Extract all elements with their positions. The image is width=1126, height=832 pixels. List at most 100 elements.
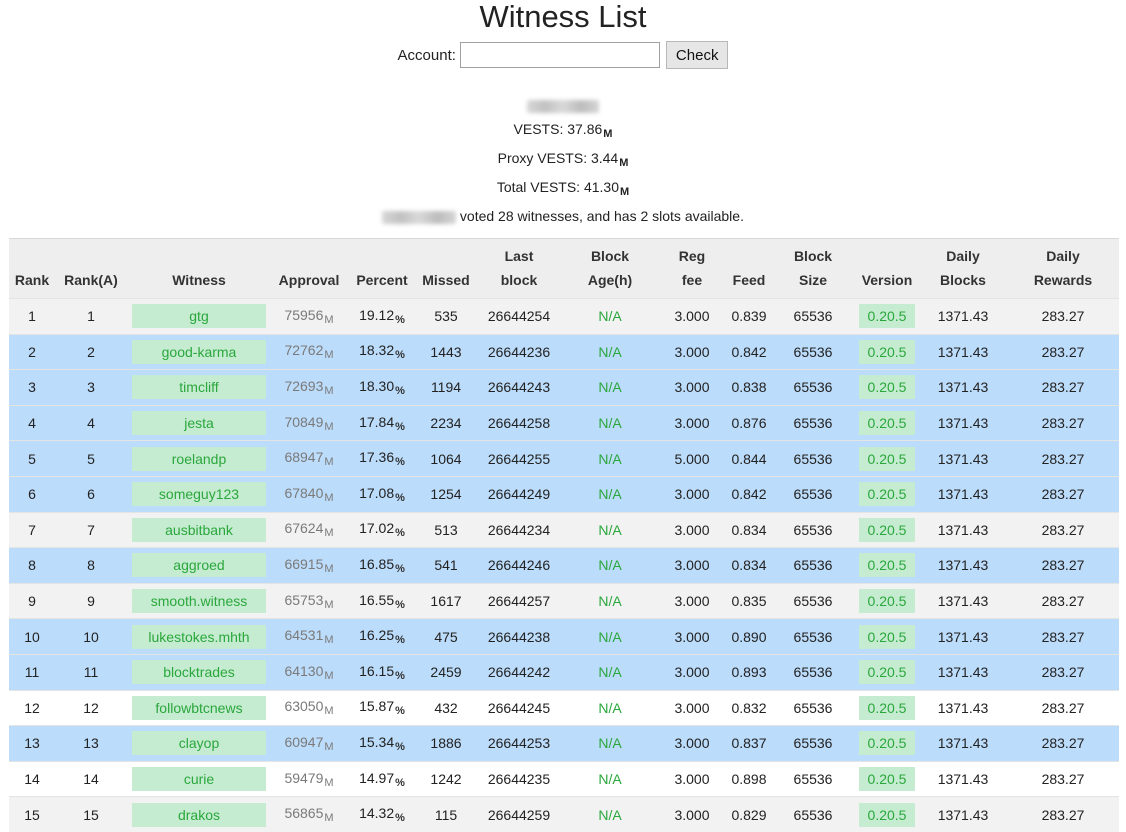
last-block-cell: 26644238 [475,618,563,655]
rank-a-cell: 1 [55,298,127,335]
witness-link[interactable]: smooth.witness [132,589,266,614]
witness-link[interactable]: lukestokes.mhth [132,624,266,649]
table-row: 13 13 clayop 60947M 15.34% 1886 26644253 N/A 3.0… [9,725,1119,762]
block-size-cell: 65536 [771,725,855,762]
block-size-cell: 65536 [771,760,855,797]
total-vests-unit: M [620,186,630,198]
reg-fee-cell: 3.000 [657,547,727,584]
approval-value: 66915 [284,555,324,572]
header-daily-blocks-line2: Blocks [940,272,986,288]
last-block-cell: 26644234 [475,511,563,548]
approval-unit: M [324,776,334,789]
block-age-cell: N/A [563,440,657,477]
check-button[interactable]: Check [665,41,729,69]
rank-cell: 1 [9,298,55,335]
missed-cell: 513 [417,511,475,548]
witness-link[interactable]: curie [132,767,266,792]
percent-cell: 19.12% [347,298,417,335]
feed-cell: 0.829 [727,796,771,832]
proxy-vests-value: Proxy VESTS: 3.44 [497,150,619,166]
rank-a-cell: 10 [55,618,127,655]
witness-cell: aggroed [127,547,271,584]
daily-rewards-cell: 283.27 [1007,547,1119,584]
block-age-cell: N/A [563,725,657,762]
block-size-cell: 65536 [771,404,855,441]
table-row: 15 15 drakos 56865M 14.32% 115 26644259 N/A 3.00… [9,796,1119,832]
table-row: 12 12 followbtcnews 63050M 15.87% 432 26644245… [9,689,1119,726]
block-size-cell: 65536 [771,618,855,655]
feed-cell: 0.842 [727,475,771,513]
percent-value: 16.85 [359,555,395,572]
percent-cell: 14.97% [347,760,417,797]
vests-line: VESTS: 37.86M [0,117,1126,146]
approval-unit: M [324,384,334,397]
witness-link[interactable]: roelandp [132,446,266,471]
feed-cell: 0.832 [727,689,771,726]
witness-link[interactable]: blocktrades [132,660,266,685]
percent-value: 18.32 [359,342,395,359]
rank-cell: 15 [9,796,55,832]
approval-unit: M [324,562,334,575]
last-block-cell: 26644249 [475,475,563,513]
witness-link[interactable]: jesta [132,411,266,436]
account-input[interactable] [459,42,660,68]
header-block-size-line1: Block [793,248,833,264]
header-missed: Missed [417,238,475,299]
approval-unit: M [324,313,334,326]
witness-cell: followbtcnews [127,689,271,726]
witness-link[interactable]: aggroed [132,553,266,578]
witness-cell: jesta [127,404,271,441]
rank-cell: 6 [9,475,55,513]
daily-blocks-cell: 1371.43 [919,689,1007,726]
approval-unit: M [324,420,334,433]
witness-link[interactable]: someguy123 [132,482,266,507]
version-badge: 0.20.5 [859,695,915,720]
witness-cell: someguy123 [127,475,271,513]
witness-link[interactable]: timcliff [132,375,266,400]
witness-link[interactable]: good-karma [132,339,266,364]
block-size-cell: 65536 [771,475,855,513]
version-badge: 0.20.5 [859,767,915,792]
header-reg-fee-line2: fee [681,272,703,288]
approval-unit: M [324,705,334,718]
percent-cell: 17.84% [347,404,417,441]
approval-cell: 72693M [271,369,347,406]
version-badge: 0.20.5 [859,553,915,578]
missed-cell: 1254 [417,475,475,513]
witness-cell: smooth.witness [127,582,271,619]
approval-cell: 64130M [271,653,347,691]
header-block-size-line2: Size [798,272,827,288]
version-badge: 0.20.5 [859,446,915,471]
version-cell: 0.20.5 [855,582,919,619]
header-block-size: Block Size [771,238,855,299]
missed-cell: 1886 [417,725,475,762]
rank-cell: 2 [9,333,55,370]
reg-fee-cell: 3.000 [657,689,727,726]
witness-link[interactable]: drakos [132,802,266,827]
percent-unit: % [395,491,405,504]
table-row: 1 1 gtg 75956M 19.12% 535 26644254 N/A 3.000 0.83… [9,298,1119,335]
block-size-cell: 65536 [771,298,855,335]
reg-fee-cell: 3.000 [657,760,727,797]
block-age-cell: N/A [563,511,657,548]
rank-a-cell: 14 [55,760,127,797]
witness-cell: curie [127,760,271,797]
missed-cell: 1194 [417,369,475,406]
rank-a-cell: 4 [55,404,127,441]
percent-cell: 16.25% [347,618,417,655]
approval-value: 64130 [284,662,324,679]
witness-link[interactable]: clayop [132,731,266,756]
daily-rewards-cell: 283.27 [1007,369,1119,406]
reg-fee-cell: 3.000 [657,725,727,762]
daily-blocks-cell: 1371.43 [919,796,1007,832]
daily-rewards-cell: 283.27 [1007,689,1119,726]
witness-link[interactable]: gtg [132,304,266,329]
witness-link[interactable]: followbtcnews [132,695,266,720]
percent-unit: % [395,420,405,433]
witness-link[interactable]: ausbitbank [132,517,266,542]
percent-value: 14.32 [359,805,395,822]
witness-cell: timcliff [127,369,271,406]
daily-blocks-cell: 1371.43 [919,760,1007,797]
rank-cell: 7 [9,511,55,548]
feed-cell: 0.837 [727,725,771,762]
